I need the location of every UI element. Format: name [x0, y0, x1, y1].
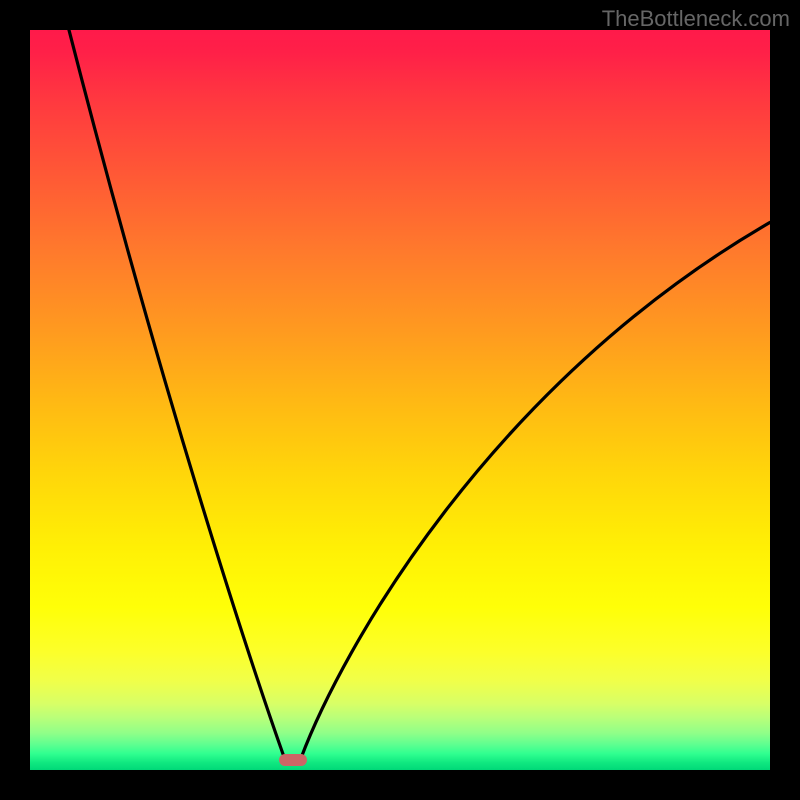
plot-area [30, 30, 770, 770]
minimum-marker [279, 754, 307, 766]
bottleneck-curve [30, 30, 770, 770]
chart-canvas: TheBottleneck.com [0, 0, 800, 800]
watermark-text: TheBottleneck.com [602, 6, 790, 32]
